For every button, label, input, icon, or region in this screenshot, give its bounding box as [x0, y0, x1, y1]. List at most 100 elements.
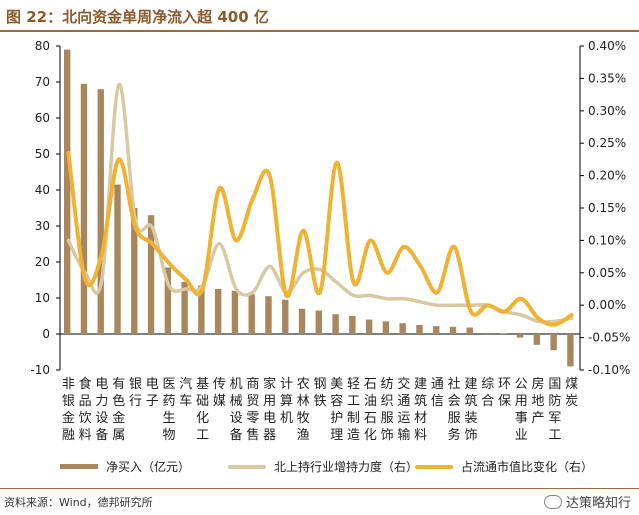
bar-基础化工: [198, 285, 205, 334]
bar-社会服务: [449, 326, 457, 334]
bar-煤炭: [567, 334, 574, 367]
x-tick-label: 农林牧渔: [297, 377, 310, 443]
bar-房地产: [533, 334, 541, 345]
bar-汽车: [181, 281, 188, 334]
legend-label-line1: 北上持行业增持力度（右）: [274, 460, 419, 474]
legend-swatch-line1: [228, 464, 266, 469]
y2-tick-label: 0.05%: [588, 266, 626, 280]
y-tick-label: 80: [35, 39, 50, 53]
x-tick-label: 综合: [481, 377, 494, 409]
x-tick-label: 银行: [129, 377, 142, 409]
bar-农林牧渔: [298, 308, 306, 334]
bar-轻工制造: [349, 316, 356, 334]
x-tick-label: 汽车: [179, 377, 192, 409]
y2-tick-label: -0.05%: [588, 331, 630, 345]
bar-计算机: [282, 299, 289, 334]
x-tick-label: 机械设备: [230, 377, 243, 443]
bar-非银金融: [64, 49, 71, 334]
source-bar: 资料来源：Wind，德邦研究所 达策略知行: [0, 488, 639, 515]
watermark: 达策略知行: [543, 492, 631, 511]
bar-综合: [483, 332, 490, 334]
bar-交通运输: [399, 323, 406, 334]
legend-swatch-line2: [415, 464, 453, 469]
x-tick-label: 建筑装饰: [464, 377, 477, 443]
x-tick-label: 基础化工: [196, 377, 209, 443]
y-tick-label: 50: [35, 147, 50, 161]
x-tick-label: 纺织服饰: [381, 377, 394, 443]
x-tick-label: 交通运输: [397, 376, 410, 443]
bar-公用事业: [516, 334, 524, 338]
x-tick-label: 通信: [431, 377, 444, 409]
bar-石油石化: [365, 319, 373, 334]
x-tick-label: 计算机: [280, 377, 293, 426]
y-tick-label: 40: [35, 183, 50, 197]
y2-tick-label: 0.30%: [588, 104, 626, 118]
x-tick-label: 医药生物: [163, 377, 176, 443]
y2-tick-label: -0.10%: [588, 363, 630, 377]
legend-swatch-bar: [60, 464, 98, 469]
y-tick-label: 20: [35, 255, 50, 269]
legend-item-line1: 北上持行业增持力度（右）: [228, 458, 418, 475]
bar-电子: [147, 215, 155, 334]
bar-国防军工: [550, 334, 557, 351]
y2-tick-label: 0.20%: [588, 169, 626, 183]
x-tick-label: 商贸零售: [246, 377, 259, 443]
y2-tick-label: 0.00%: [588, 298, 626, 312]
x-tick-label: 非银金融: [62, 377, 75, 443]
series-line-2: [66, 150, 574, 327]
bar-食品饮料: [80, 83, 88, 334]
x-tick-label: 电子: [146, 377, 159, 409]
x-tick-label: 煤炭: [565, 377, 578, 409]
x-tick-label: 房地产: [532, 376, 545, 426]
legend: 净买入（亿元） 北上持行业增持力度（右） 占流通市值比变化（右）: [0, 458, 639, 476]
y-tick-label: 60: [35, 111, 50, 125]
bar-通信: [433, 326, 440, 334]
bar-环保: [500, 333, 507, 334]
chart-canvas: -10 0 10 20 30 40 50 60 70 80 -0.10% -0.05% 0.00% 0.0…: [30, 39, 630, 443]
y-tick-label: 70: [35, 75, 50, 89]
chart-title: 图 22：北向资金单周净流入超 400 亿: [6, 8, 269, 26]
y2-tick-label: 0.15%: [588, 201, 626, 215]
x-tick-label: 美容护理: [330, 377, 343, 443]
y-tick-label: 0: [42, 327, 50, 341]
bar-传媒: [214, 289, 222, 334]
bar-家用电器: [265, 296, 272, 334]
legend-item-line2: 占流通市值比变化（右）: [415, 458, 593, 475]
y2-tick-label: 0.40%: [588, 39, 626, 53]
bar-银行: [131, 208, 138, 334]
legend-label-line2: 占流通市值比变化（右）: [461, 460, 594, 474]
bar-建筑装饰: [466, 327, 473, 334]
bar-机械设备: [231, 290, 239, 334]
y2-tick-label: 0.10%: [588, 233, 626, 247]
x-tick-label: 石油石化: [364, 377, 377, 443]
bar-商贸零售: [248, 294, 255, 334]
bar-美容护理: [332, 314, 339, 334]
bar-电力设备: [97, 89, 104, 334]
legend-label-bar: 净买入（亿元）: [106, 460, 191, 474]
x-tick-label: 食品饮料: [79, 376, 92, 443]
y-tick-label: -10: [30, 363, 50, 377]
x-tick-label: 钢铁: [313, 377, 326, 409]
x-tick-label: 建筑材料: [414, 377, 427, 443]
x-tick-label: 环保: [498, 377, 511, 409]
x-tick-label: 有色金属: [112, 377, 125, 443]
x-tick-label: 电力设备: [95, 377, 108, 443]
x-tick-label: 传媒: [213, 377, 226, 409]
bar-有色金属: [114, 184, 121, 334]
y2-tick-label: 0.25%: [588, 136, 626, 150]
legend-item-bar: 净买入（亿元）: [60, 458, 190, 475]
x-tick-label: 家用电器: [263, 376, 276, 443]
bar-建筑材料: [416, 325, 423, 334]
wechat-icon: [543, 495, 562, 509]
bar-钢铁: [315, 310, 322, 334]
x-tick-label: 社会服务: [448, 376, 461, 443]
y-tick-label: 10: [35, 291, 50, 305]
bar-医药生物: [164, 267, 172, 334]
y-tick-label: 30: [35, 219, 50, 233]
source-text: 资料来源：Wind，德邦研究所: [4, 496, 153, 509]
x-tick-label: 公用事业: [515, 377, 528, 443]
watermark-text: 达策略知行: [565, 496, 631, 511]
title-bar: 图 22：北向资金单周净流入超 400 亿: [0, 0, 639, 32]
x-tick-label: 轻工制造: [347, 377, 360, 443]
x-tick-label: 国防军工: [548, 377, 561, 443]
